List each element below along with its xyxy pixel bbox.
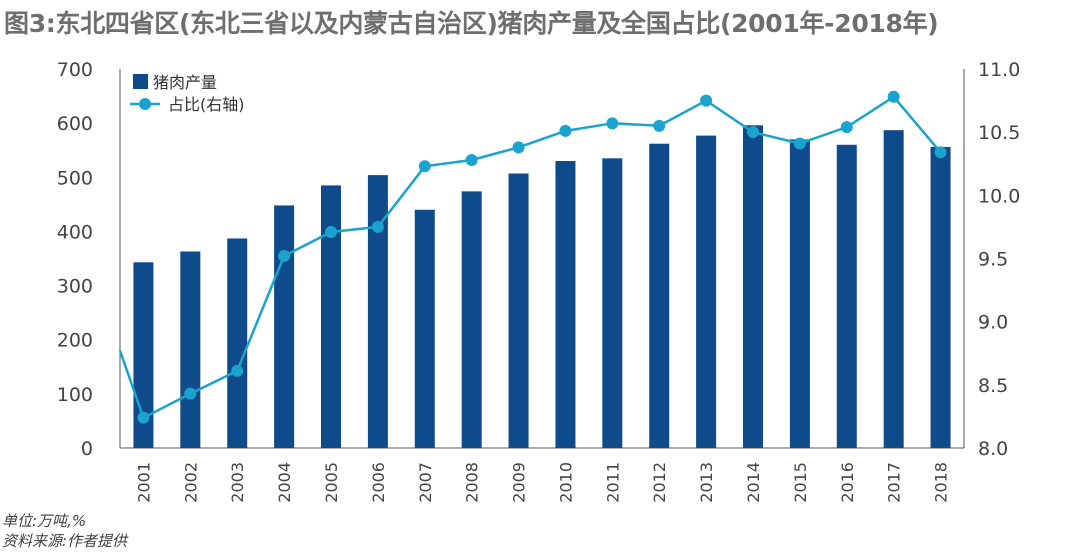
x-tick-label: 2012 [650,462,669,503]
legend-bar-label: 猪肉产量 [153,73,217,92]
share-point [606,117,619,130]
x-tick-label: 2004 [275,462,294,503]
share-point [325,225,337,238]
bar [414,209,435,448]
left-y-tick-labels: 0 100 200 300 400 500 600 700 [57,59,93,460]
x-tick-label: 2003 [228,462,247,503]
right-y-tick-label: 10.0 [978,185,1020,207]
x-tick-label: 2016 [838,462,857,503]
share-point [747,126,759,139]
share-point [371,220,384,233]
bar [367,175,388,448]
x-tick-label: 2010 [556,462,575,503]
legend-line-marker [139,98,151,110]
left-y-tick-label: 500 [57,167,93,189]
bar [743,125,763,449]
share-point [653,119,666,132]
x-tick-label: 2009 [510,462,529,503]
x-tick-label: 2011 [603,462,622,503]
legend: 猪肉产量 占比(右轴) [130,73,245,114]
x-tick-labels: 2001 2002 2003 2004 2005 2006 2007 2008 2009 2010… [134,462,950,503]
bar-series [133,125,951,449]
left-y-tick-label: 0 [81,438,93,460]
x-tick-label: 2001 [134,462,153,503]
left-y-tick-label: 100 [57,384,93,406]
bar [836,144,857,449]
right-y-tick-label: 8.0 [978,438,1008,460]
share-point [934,146,947,159]
bar [649,143,670,448]
bar [789,139,810,448]
bar [321,185,341,448]
bar [696,135,717,449]
share-point [231,364,244,377]
right-y-tick-label: 9.0 [978,312,1008,334]
bar [227,238,248,448]
left-y-tick-label: 200 [57,330,93,352]
x-tick-label: 2018 [932,462,951,503]
bar [930,146,951,449]
right-y-tick-label: 9.5 [978,249,1008,271]
x-tick-label: 2006 [369,462,388,503]
x-tick-label: 2002 [181,462,200,503]
x-tick-label: 2013 [697,462,716,503]
share-point [887,90,900,103]
share-point [512,141,525,154]
bar [274,205,295,448]
share-point [559,124,572,137]
footnote-unit: 单位:万吨,% [2,512,87,530]
x-tick-label: 2014 [744,462,763,503]
right-y-tick-label: 11.0 [978,59,1020,81]
footnote-source: 资料来源:作者提供 [2,532,128,550]
bar [461,191,482,448]
x-tick-label: 2005 [322,462,341,503]
bar [508,173,529,448]
x-tick-label: 2007 [416,462,435,503]
x-tick-label: 2008 [463,462,482,503]
left-y-tick-label: 300 [57,276,93,298]
left-y-tick-label: 400 [57,221,93,243]
right-y-tick-label: 8.5 [978,375,1008,397]
share-point [793,137,806,150]
bar [602,158,623,449]
share-point [700,94,713,107]
right-y-tick-label: 10.5 [978,122,1020,144]
bar [180,251,201,448]
bar [883,130,904,448]
x-tick-label: 2017 [885,462,904,503]
share-point [137,411,150,424]
legend-bar-swatch [133,74,148,89]
line-series [118,90,947,424]
bar [555,161,576,449]
left-y-tick-label: 700 [57,59,93,81]
x-tick-label: 2015 [791,462,810,503]
left-y-tick-label: 600 [57,113,93,135]
right-y-tick-labels: 8.0 8.5 9.0 9.5 10.0 10.5 11.0 [978,59,1020,460]
share-point [184,387,197,400]
share-point [465,153,478,166]
share-point [278,249,291,262]
chart-title: 图3:东北四省区(东北三省以及内蒙古自治区)猪肉产量及全国占比(2001年-20… [4,9,939,38]
share-point [418,160,431,173]
share-point [840,121,853,134]
legend-line-label: 占比(右轴) [168,95,245,114]
